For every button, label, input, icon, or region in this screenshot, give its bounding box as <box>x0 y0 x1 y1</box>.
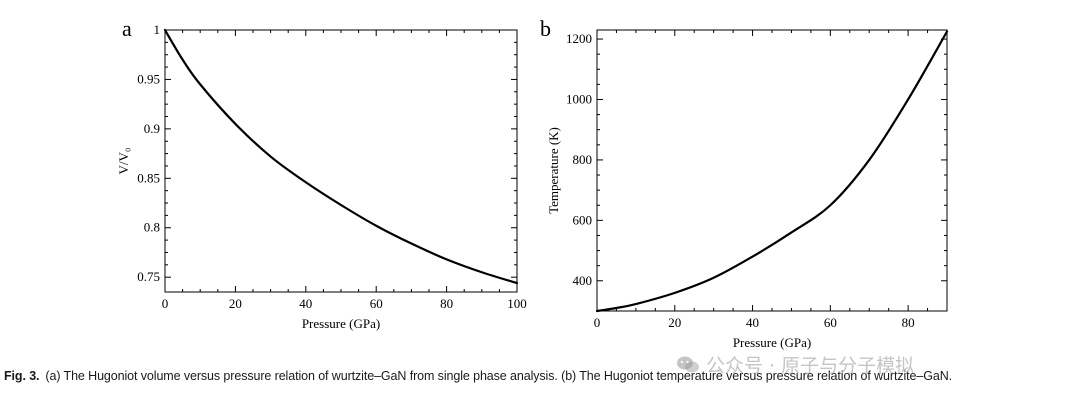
figure-caption: Fig. 3. (a) The Hugoniot volume versus pr… <box>4 369 1080 383</box>
x-tick-label: 20 <box>229 296 242 311</box>
watermark: 公众号 · 原子与分子模拟 <box>676 351 914 378</box>
x-tick-label: 0 <box>162 296 169 311</box>
y-axis-label: V/V₀ <box>116 148 131 175</box>
y-tick-label: 1200 <box>566 31 592 46</box>
x-tick-label: 60 <box>824 315 837 330</box>
x-tick-label: 20 <box>668 315 681 330</box>
plot-frame <box>164 29 518 293</box>
y-tick-label: 0.85 <box>137 170 160 185</box>
plot-frame <box>596 29 948 312</box>
x-tick-label: 60 <box>370 296 383 311</box>
watermark-text: 公众号 · 原子与分子模拟 <box>706 355 915 377</box>
y-tick-label: 0.95 <box>137 71 160 86</box>
y-tick-label: 0.9 <box>144 121 160 136</box>
y-tick-label: 1000 <box>566 91 592 106</box>
y-tick-label: 800 <box>573 152 593 167</box>
caption-label: Fig. 3. <box>4 369 40 383</box>
x-axis-label: Pressure (GPa) <box>302 316 380 331</box>
chart-panel-a: a 0 20 40 60 80 100 0.75 0.8 0.85 0.9 0.95 1 Pressure… <box>116 16 527 331</box>
wechat-icon <box>676 355 700 375</box>
x-tick-label: 40 <box>299 296 312 311</box>
x-tick-label: 80 <box>902 315 915 330</box>
chart-panel-b: b 0 20 40 60 80 400 600 800 1000 1200 Pressure (GPa… <box>540 16 949 350</box>
y-axis-label: Temperature (K) <box>546 127 561 214</box>
panel-letter: b <box>540 16 551 41</box>
x-tick-label: 80 <box>440 296 453 311</box>
y-tick-label: 400 <box>573 273 593 288</box>
panel-letter: a <box>122 16 132 41</box>
y-tick-label: 600 <box>573 212 593 227</box>
y-tick-label: 1 <box>154 22 161 37</box>
x-tick-label: 40 <box>746 315 759 330</box>
figure: a 0 20 40 60 80 100 0.75 0.8 0.85 0.9 0.95 1 Pressure… <box>116 16 949 350</box>
series-line <box>163 28 519 285</box>
y-tick-label: 0.8 <box>144 220 160 235</box>
series-line <box>595 30 949 313</box>
x-tick-label: 0 <box>594 315 601 330</box>
x-tick-label: 100 <box>507 296 527 311</box>
x-axis-label: Pressure (GPa) <box>733 335 811 350</box>
caption-text: (a) The Hugoniot volume versus pressure … <box>45 369 953 383</box>
y-tick-label: 0.75 <box>137 269 160 284</box>
